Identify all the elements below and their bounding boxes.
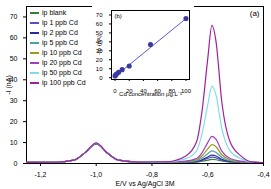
html-text:ip 50 ppb Cd: ip 50 ppb Cd (42, 69, 82, 76)
svg-text:(a): (a) (250, 9, 260, 18)
html-text:ip 1 ppb Cd: ip 1 ppb Cd (42, 19, 78, 26)
svg-text:0: 0 (99, 75, 103, 81)
svg-text:50: 50 (10, 55, 18, 62)
svg-text:70: 70 (10, 13, 18, 20)
svg-text:-1,0: -1,0 (90, 171, 102, 178)
svg-text:70: 70 (96, 12, 103, 18)
svg-text:-1,2: -1,2 (34, 171, 46, 178)
svg-text:0: 0 (14, 160, 18, 167)
svg-text:-Ip (nA): -Ip (nA) (96, 35, 102, 55)
svg-text:40: 40 (9, 76, 18, 83)
svg-text:-0,4: -0,4 (257, 171, 269, 178)
svg-text:50: 50 (96, 30, 103, 36)
svg-text:-I (nA): -I (nA) (5, 75, 13, 94)
html-text:ip 100 ppb Cd: ip 100 ppb Cd (42, 79, 86, 86)
svg-text:20: 20 (10, 118, 18, 125)
svg-text:Cd concentration μg.L⁻¹: Cd concentration μg.L⁻¹ (119, 91, 182, 97)
svg-text:E/V vs Ag/AgCl 3M: E/V vs Ag/AgCl 3M (115, 180, 174, 188)
svg-text:60: 60 (96, 21, 103, 27)
svg-text:0: 0 (113, 88, 117, 94)
svg-text:60: 60 (10, 34, 18, 41)
svg-text:100: 100 (181, 88, 192, 94)
svg-text:30: 30 (10, 97, 18, 104)
html-text:ip 2 ppb Cd: ip 2 ppb Cd (42, 29, 78, 36)
html-text:ip blank: ip blank (42, 9, 67, 16)
svg-text:10: 10 (96, 66, 103, 72)
svg-text:20: 20 (96, 57, 103, 63)
html-text:ip 20 ppb Cd: ip 20 ppb Cd (42, 59, 82, 66)
html-text:ip 10 ppb Cd: ip 10 ppb Cd (42, 49, 82, 56)
html-text:ip 5 ppb Cd: ip 5 ppb Cd (42, 39, 78, 46)
svg-text:10: 10 (10, 139, 18, 146)
svg-text:(b): (b) (115, 13, 122, 19)
svg-text:-0,8: -0,8 (146, 171, 158, 178)
svg-text:-0,6: -0,6 (202, 171, 214, 178)
